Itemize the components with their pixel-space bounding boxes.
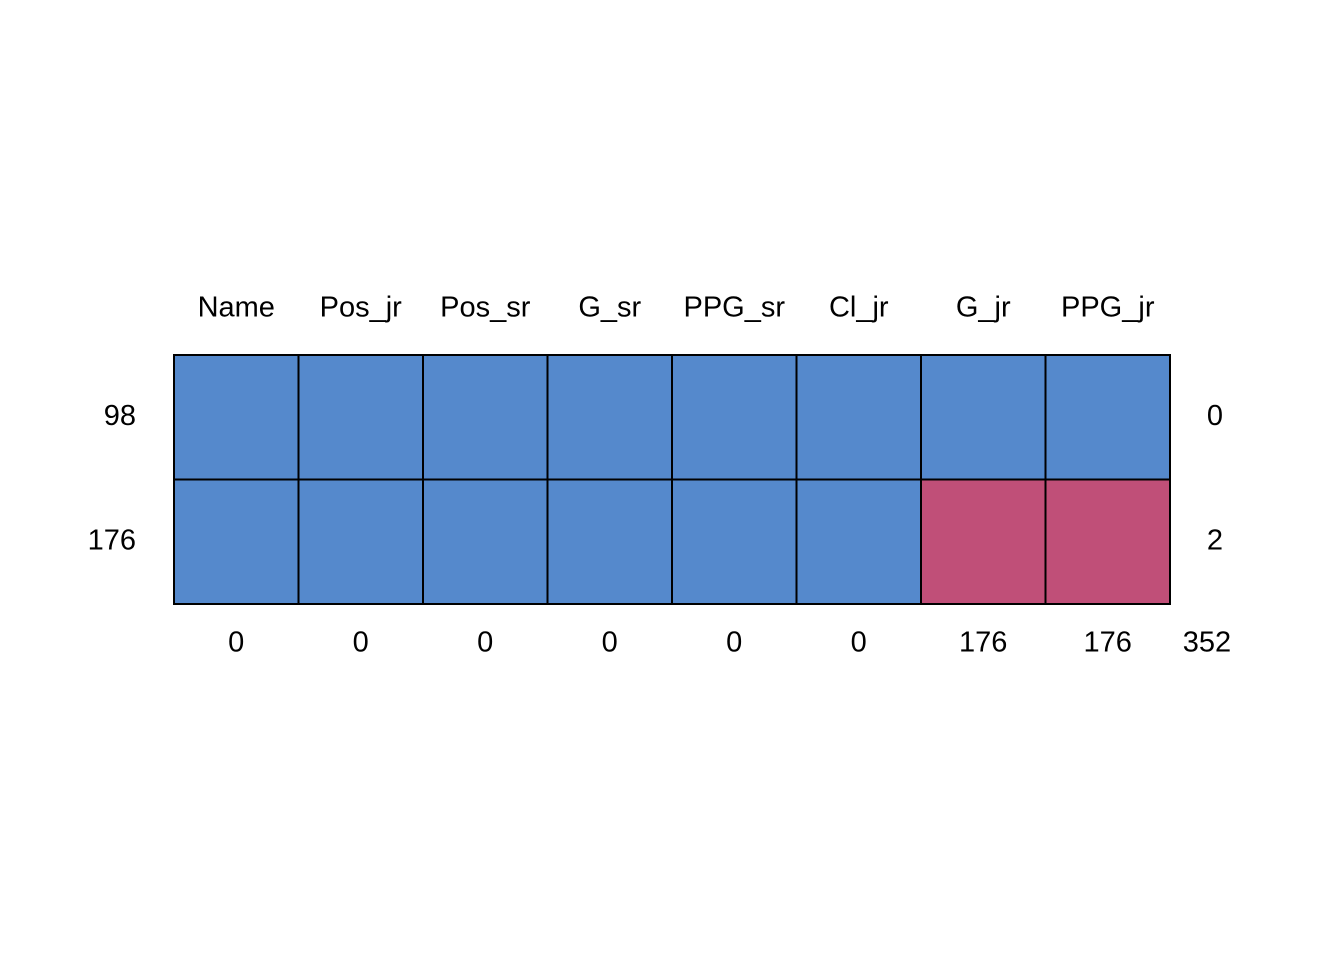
column-missing-count: 0 <box>228 627 244 659</box>
pattern-cell <box>546 478 673 605</box>
column-label: Pos_sr <box>440 292 531 324</box>
pattern-cell <box>173 354 300 481</box>
column-missing-count: 0 <box>602 627 618 659</box>
pattern-cell <box>422 354 549 481</box>
column-missing-count: 0 <box>353 627 369 659</box>
pattern-cell <box>422 478 549 605</box>
total-missing: 352 <box>1183 627 1231 659</box>
column-missing-count: 0 <box>851 627 867 659</box>
row-missing-count: 2 <box>1207 524 1223 556</box>
column-missing-count: 176 <box>959 627 1007 659</box>
pattern-cell <box>920 354 1047 481</box>
pattern-cell <box>1044 478 1171 605</box>
pattern-cell <box>795 478 922 605</box>
column-label: Pos_jr <box>320 292 403 324</box>
pattern-cell <box>173 478 300 605</box>
column-label: G_jr <box>956 292 1011 324</box>
pattern-cell <box>795 354 922 481</box>
column-label: G_sr <box>578 292 641 324</box>
row-missing-count: 0 <box>1207 400 1223 432</box>
pattern-cell <box>546 354 673 481</box>
pattern-cell <box>1044 354 1171 481</box>
pattern-cell <box>671 354 798 481</box>
column-label: PPG_sr <box>683 292 785 324</box>
column-label: Name <box>198 292 275 324</box>
column-missing-count: 0 <box>477 627 493 659</box>
pattern-cell <box>920 478 1047 605</box>
column-missing-count: 0 <box>726 627 742 659</box>
row-count: 176 <box>88 524 136 556</box>
pattern-cell <box>297 478 424 605</box>
column-label: Cl_jr <box>829 292 889 324</box>
pattern-cell <box>671 478 798 605</box>
pattern-cell <box>297 354 424 481</box>
column-missing-count: 176 <box>1084 627 1132 659</box>
row-count: 98 <box>104 400 136 432</box>
column-label: PPG_jr <box>1061 292 1155 324</box>
